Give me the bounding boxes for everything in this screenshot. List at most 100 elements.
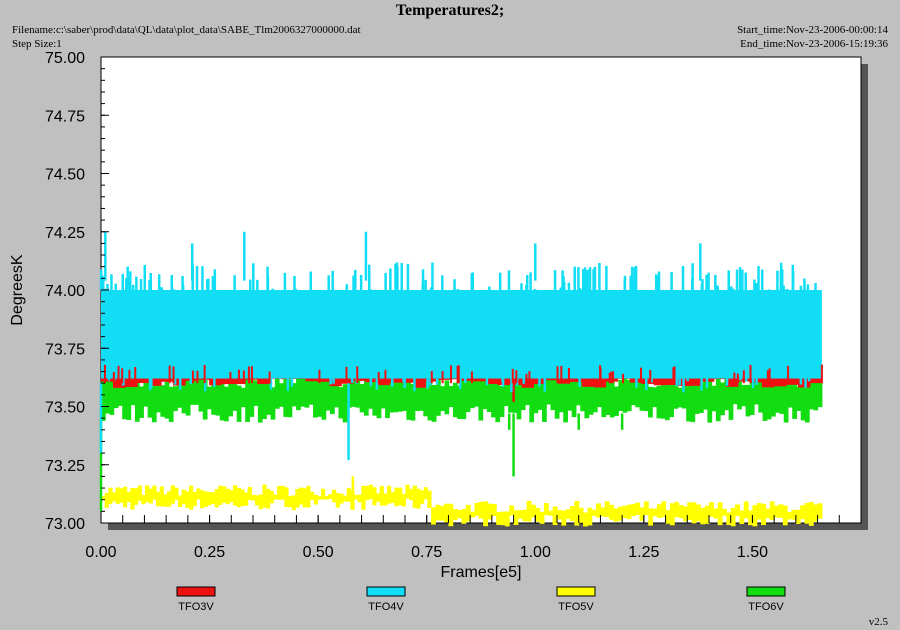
series-tfo6v-band-col <box>300 378 306 407</box>
series-tfo5v-segment-col <box>652 508 658 517</box>
series-tfo6v-band-col <box>211 375 216 415</box>
series-tfo5v-segment-col <box>288 496 293 508</box>
series-tfo5v-segment-col <box>317 496 322 500</box>
series-tfo6v-band-col <box>732 370 738 405</box>
series-tfo6v-band-col <box>622 378 628 413</box>
series-tfo5v-segment-col <box>543 503 549 516</box>
series-tfo6v-band-col <box>134 370 140 422</box>
y-tick-label: 73.75 <box>45 341 85 358</box>
series-tfo5v-segment-col <box>211 492 216 504</box>
x-tick-label: 1.50 <box>737 544 768 561</box>
series-tfo5v-segment-col <box>461 509 467 524</box>
series-tfo5v-segment-col <box>578 507 584 523</box>
series-tfo6v-band-col <box>631 371 636 406</box>
series-tfo6v-band-col <box>779 385 785 414</box>
series-tfo5v-segment-col <box>774 505 779 518</box>
series-tfo6v-band-col <box>728 376 734 420</box>
series-tfo6v-band-col <box>567 371 573 411</box>
series-tfo5v-segment-col <box>470 511 475 518</box>
series-tfo6v-band-col <box>351 376 356 407</box>
series-tfo5v-segment-col <box>280 485 285 500</box>
series-tfo6v-band-col <box>325 372 331 411</box>
series-tfo5v-segment-col <box>145 485 150 503</box>
series-tfo4v-ticks <box>99 262 817 393</box>
series-tfo5v-segment-col <box>258 494 263 510</box>
series-tfo6v-band-col <box>686 370 691 422</box>
series-tfo5v-segment <box>101 484 432 511</box>
series-tfo6v-band-col <box>397 381 403 412</box>
series-tfo5v-segment-col <box>513 510 519 525</box>
series-tfo6v-band-col <box>766 384 772 420</box>
series-tfo6v-band-col <box>283 372 289 417</box>
step-size-label: Step Size:1 <box>12 38 62 50</box>
y-tick-label: 73.00 <box>45 516 85 533</box>
series-tfo5v-segment-col <box>284 487 289 507</box>
series-tfo5v-segment-col <box>339 493 344 504</box>
series-tfo6v-band-col <box>368 377 373 409</box>
series-tfo6v-band-col <box>787 377 793 408</box>
series-tfo6v-band-col <box>143 370 149 407</box>
series-tfo5v-segment-col <box>804 503 810 524</box>
series-tfo5v-segment-col <box>214 489 219 508</box>
series-tfo6v-band-col <box>694 369 700 414</box>
series-tfo6v-band-col <box>486 371 492 412</box>
version-label: v2.5 <box>868 616 888 628</box>
legend-swatch <box>746 586 786 597</box>
series-tfo6v-band-col <box>809 370 814 410</box>
series-tfo5v-segment-col <box>587 507 593 526</box>
series-tfo5v-segment-col <box>291 495 296 511</box>
series-tfo5v-segment-col <box>390 492 395 503</box>
series-tfo5v-segment-col <box>509 505 515 516</box>
series-tfo5v-segment-col <box>465 504 471 522</box>
series-tfo6v-band-col <box>270 387 276 420</box>
series-tfo6v-band-col <box>715 373 721 422</box>
series-tfo5v-segment-col <box>387 485 392 504</box>
series-tfo5v-segment-col <box>192 491 197 507</box>
series-tfo6v-band-col <box>363 379 369 416</box>
series-tfo6v-band-col <box>571 369 577 418</box>
series-tfo5v-segment-col <box>244 492 249 506</box>
series-tfo6v-band-col <box>495 369 501 423</box>
series-tfo6v-band-col <box>245 371 250 422</box>
series-tfo6v-band-col <box>537 376 543 410</box>
series-tfo6v-band-col <box>592 386 598 413</box>
series-tfo6v-band-col <box>575 373 581 406</box>
series-tfo6v-band-col <box>414 381 420 411</box>
x-axis-label: Frames[e5] <box>441 564 522 581</box>
series-tfo5v-segment-col <box>630 504 636 517</box>
series-tfo5v-segment-col <box>354 494 359 500</box>
series-tfo6v-band-col <box>262 369 267 419</box>
series-tfo6v-band-col <box>482 376 488 410</box>
series-tfo5v-segment-col <box>273 494 278 500</box>
x-tick-label: 1.00 <box>520 544 551 561</box>
series-tfo5v-segment-col <box>552 506 558 526</box>
series-tfo6v-band-col <box>321 371 327 420</box>
series-tfo5v-segment-col <box>137 485 142 501</box>
series-tfo6v-band-col <box>185 374 191 416</box>
series-tfo6v-band-col <box>652 387 658 408</box>
series-tfo5v-segment-col <box>178 495 183 507</box>
series-tfo5v-segment-col <box>452 509 458 521</box>
series-tfo5v-segment-col <box>791 509 797 520</box>
series-tfo6v-band-col <box>792 379 797 419</box>
series-tfo5v-segment-col <box>170 485 175 504</box>
series-tfo6v-band-col <box>698 382 704 414</box>
legend-label: TFO5V <box>558 601 594 613</box>
series-tfo5v-segment-col <box>583 512 588 527</box>
series-tfo6v-band-col <box>393 370 399 413</box>
series-tfo6v-band-col <box>181 374 187 414</box>
series-tfo6v-band-col <box>639 369 645 411</box>
series-tfo5v-segment-col <box>626 504 632 520</box>
series-tfo6v-band-col <box>720 382 725 416</box>
series-tfo6v-band-col <box>554 377 560 419</box>
series-tfo5v-segment-col <box>687 502 693 520</box>
series-tfo5v-segment-col <box>613 508 619 522</box>
series-tfo5v-segment-col <box>203 491 208 507</box>
series-tfo5v-segment-col <box>343 495 348 502</box>
series-tfo6v-band-col <box>253 380 259 406</box>
series-tfo6v-band-col <box>219 378 225 421</box>
series-tfo6v-band-col <box>804 372 810 423</box>
series-tfo5v-segment-col <box>383 493 388 506</box>
series-tfo6v-band-col <box>817 375 823 408</box>
